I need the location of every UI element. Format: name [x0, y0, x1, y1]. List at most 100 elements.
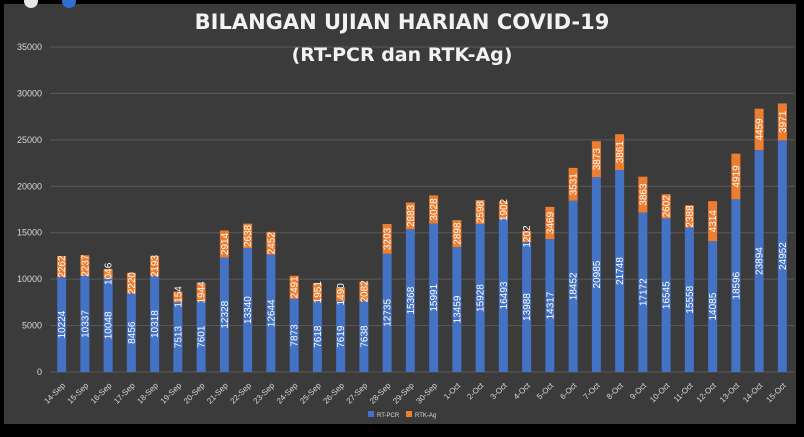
x-tick-label: 10-Oct: [648, 381, 672, 405]
data-label-rtk-ag: 2898: [452, 222, 463, 245]
data-label-rtk-ag: 4314: [708, 210, 719, 233]
x-tick-label: 27-Sep: [345, 381, 370, 406]
bar-rt-pcr: [429, 223, 439, 372]
bar-rtk-ag: [80, 255, 90, 277]
bar-rtk-ag: [615, 134, 625, 171]
bar-rt-pcr: [80, 276, 90, 372]
data-label-rtk-ag: 1154: [173, 286, 184, 308]
data-label-rtk-ag: 1202: [522, 225, 533, 248]
data-label-rt-pcr: 23894: [755, 247, 766, 275]
data-label-rtk-ag: 3028: [429, 198, 440, 221]
bar-rt-pcr: [545, 239, 555, 372]
y-tick-label: 0: [37, 367, 42, 377]
legend-swatch-rtk-ag: [406, 411, 412, 417]
x-tick-label: 15-Oct: [764, 381, 788, 405]
bar-rtk-ag: [591, 141, 601, 178]
x-tick-label: 8-Oct: [605, 381, 626, 402]
bar-rtk-ag: [359, 281, 369, 302]
data-label-rtk-ag: 2082: [359, 280, 370, 303]
bar-rtk-ag: [638, 176, 648, 213]
data-label-rt-pcr: 13340: [243, 296, 254, 324]
bar-rtk-ag: [126, 272, 136, 294]
bar-rt-pcr: [312, 301, 322, 372]
bar-rt-pcr: [568, 200, 578, 372]
data-label-rt-pcr: 15928: [476, 284, 487, 312]
x-tick-label: 2-Oct: [465, 381, 486, 402]
window-control-dot-icon[interactable]: [24, 0, 38, 8]
bar-rt-pcr: [173, 302, 183, 372]
bar-rtk-ag: [57, 256, 67, 278]
data-label-rt-pcr: 7618: [313, 325, 324, 348]
bar-rt-pcr: [731, 199, 741, 372]
data-label-rt-pcr: 15368: [406, 286, 417, 314]
x-tick-label: 17-Sep: [112, 381, 137, 406]
data-label-rt-pcr: 14085: [708, 292, 719, 320]
data-label-rtk-ag: 2237: [80, 254, 91, 277]
data-label-rt-pcr: 12735: [383, 299, 394, 327]
y-tick-label: 30000: [17, 88, 42, 98]
bar-rtk-ag: [754, 108, 764, 151]
bar-rt-pcr: [196, 301, 206, 372]
data-label-rtk-ag: 2220: [127, 272, 138, 295]
x-tick-label: 23-Sep: [252, 381, 277, 406]
x-tick-label: 14-Sep: [42, 381, 67, 406]
bar-rt-pcr: [359, 301, 369, 372]
data-label-rtk-ag: 2388: [685, 205, 696, 228]
data-label-rt-pcr: 14317: [545, 291, 556, 319]
x-tick-label: 19-Sep: [159, 381, 184, 406]
data-label-rt-pcr: 16493: [499, 281, 510, 309]
bar-rt-pcr: [475, 224, 485, 372]
bar-rt-pcr: [498, 218, 508, 372]
data-label-rtk-ag: 2598: [476, 200, 487, 223]
data-label-rtk-ag: 3203: [383, 227, 394, 250]
y-tick-label: 25000: [17, 135, 42, 145]
x-tick-label: 26-Sep: [321, 381, 346, 406]
bar-rt-pcr: [615, 170, 625, 372]
data-label-rtk-ag: 1944: [197, 281, 208, 304]
bar-rtk-ag: [289, 275, 299, 299]
data-label-rtk-ag: 2914: [220, 232, 231, 255]
window-control-dot-icon[interactable]: [62, 0, 76, 8]
x-tick-label: 29-Sep: [391, 381, 416, 406]
bar-rt-pcr: [405, 229, 415, 372]
legend-swatch-rt-pcr: [368, 411, 374, 417]
x-tick-label: 24-Sep: [275, 381, 300, 406]
data-label-rtk-ag: 2883: [406, 204, 417, 227]
bar-rt-pcr: [382, 253, 392, 372]
bar-rt-pcr: [57, 277, 67, 372]
data-label-rt-pcr: 24952: [778, 242, 789, 270]
bar-rtk-ag: [150, 255, 160, 277]
x-tick-label: 7-Oct: [582, 381, 603, 402]
data-label-rtk-ag: 2638: [243, 224, 254, 247]
data-label-rt-pcr: 12644: [266, 299, 277, 327]
data-label-rt-pcr: 8456: [127, 321, 138, 344]
data-label-rtk-ag: 2452: [266, 232, 277, 255]
data-label-rt-pcr: 13459: [452, 295, 463, 323]
bar-rtk-ag: [382, 224, 392, 254]
x-tick-label: 3-Oct: [489, 381, 510, 402]
data-label-rtk-ag: 2491: [290, 276, 301, 299]
chart-title: BILANGAN UJIAN HARIAN COVID-19: [194, 10, 610, 34]
y-tick-label: 20000: [17, 181, 42, 191]
x-tick-label: 21-Sep: [205, 381, 230, 406]
data-label-rt-pcr: 12328: [220, 300, 231, 328]
data-label-rtk-ag: 2193: [150, 254, 161, 277]
bar-rtk-ag: [405, 202, 415, 230]
bar-rt-pcr: [452, 247, 462, 372]
data-label-rtk-ag: 3531: [569, 173, 580, 196]
bar-rtk-ag: [684, 205, 694, 228]
data-label-rtk-ag: 3971: [778, 110, 789, 133]
x-tick-label: 25-Sep: [298, 381, 323, 406]
data-label-rt-pcr: 10224: [57, 310, 68, 338]
bar-rt-pcr: [522, 242, 532, 372]
bar-rtk-ag: [429, 195, 439, 224]
data-label-rt-pcr: 21748: [615, 257, 626, 285]
data-label-rtk-ag: 4919: [731, 165, 742, 188]
bar-rtk-ag: [243, 223, 253, 249]
data-label-rt-pcr: 7638: [359, 325, 370, 348]
bar-rt-pcr: [219, 257, 229, 372]
bar-rt-pcr: [289, 298, 299, 372]
data-label-rt-pcr: 18452: [569, 272, 580, 300]
